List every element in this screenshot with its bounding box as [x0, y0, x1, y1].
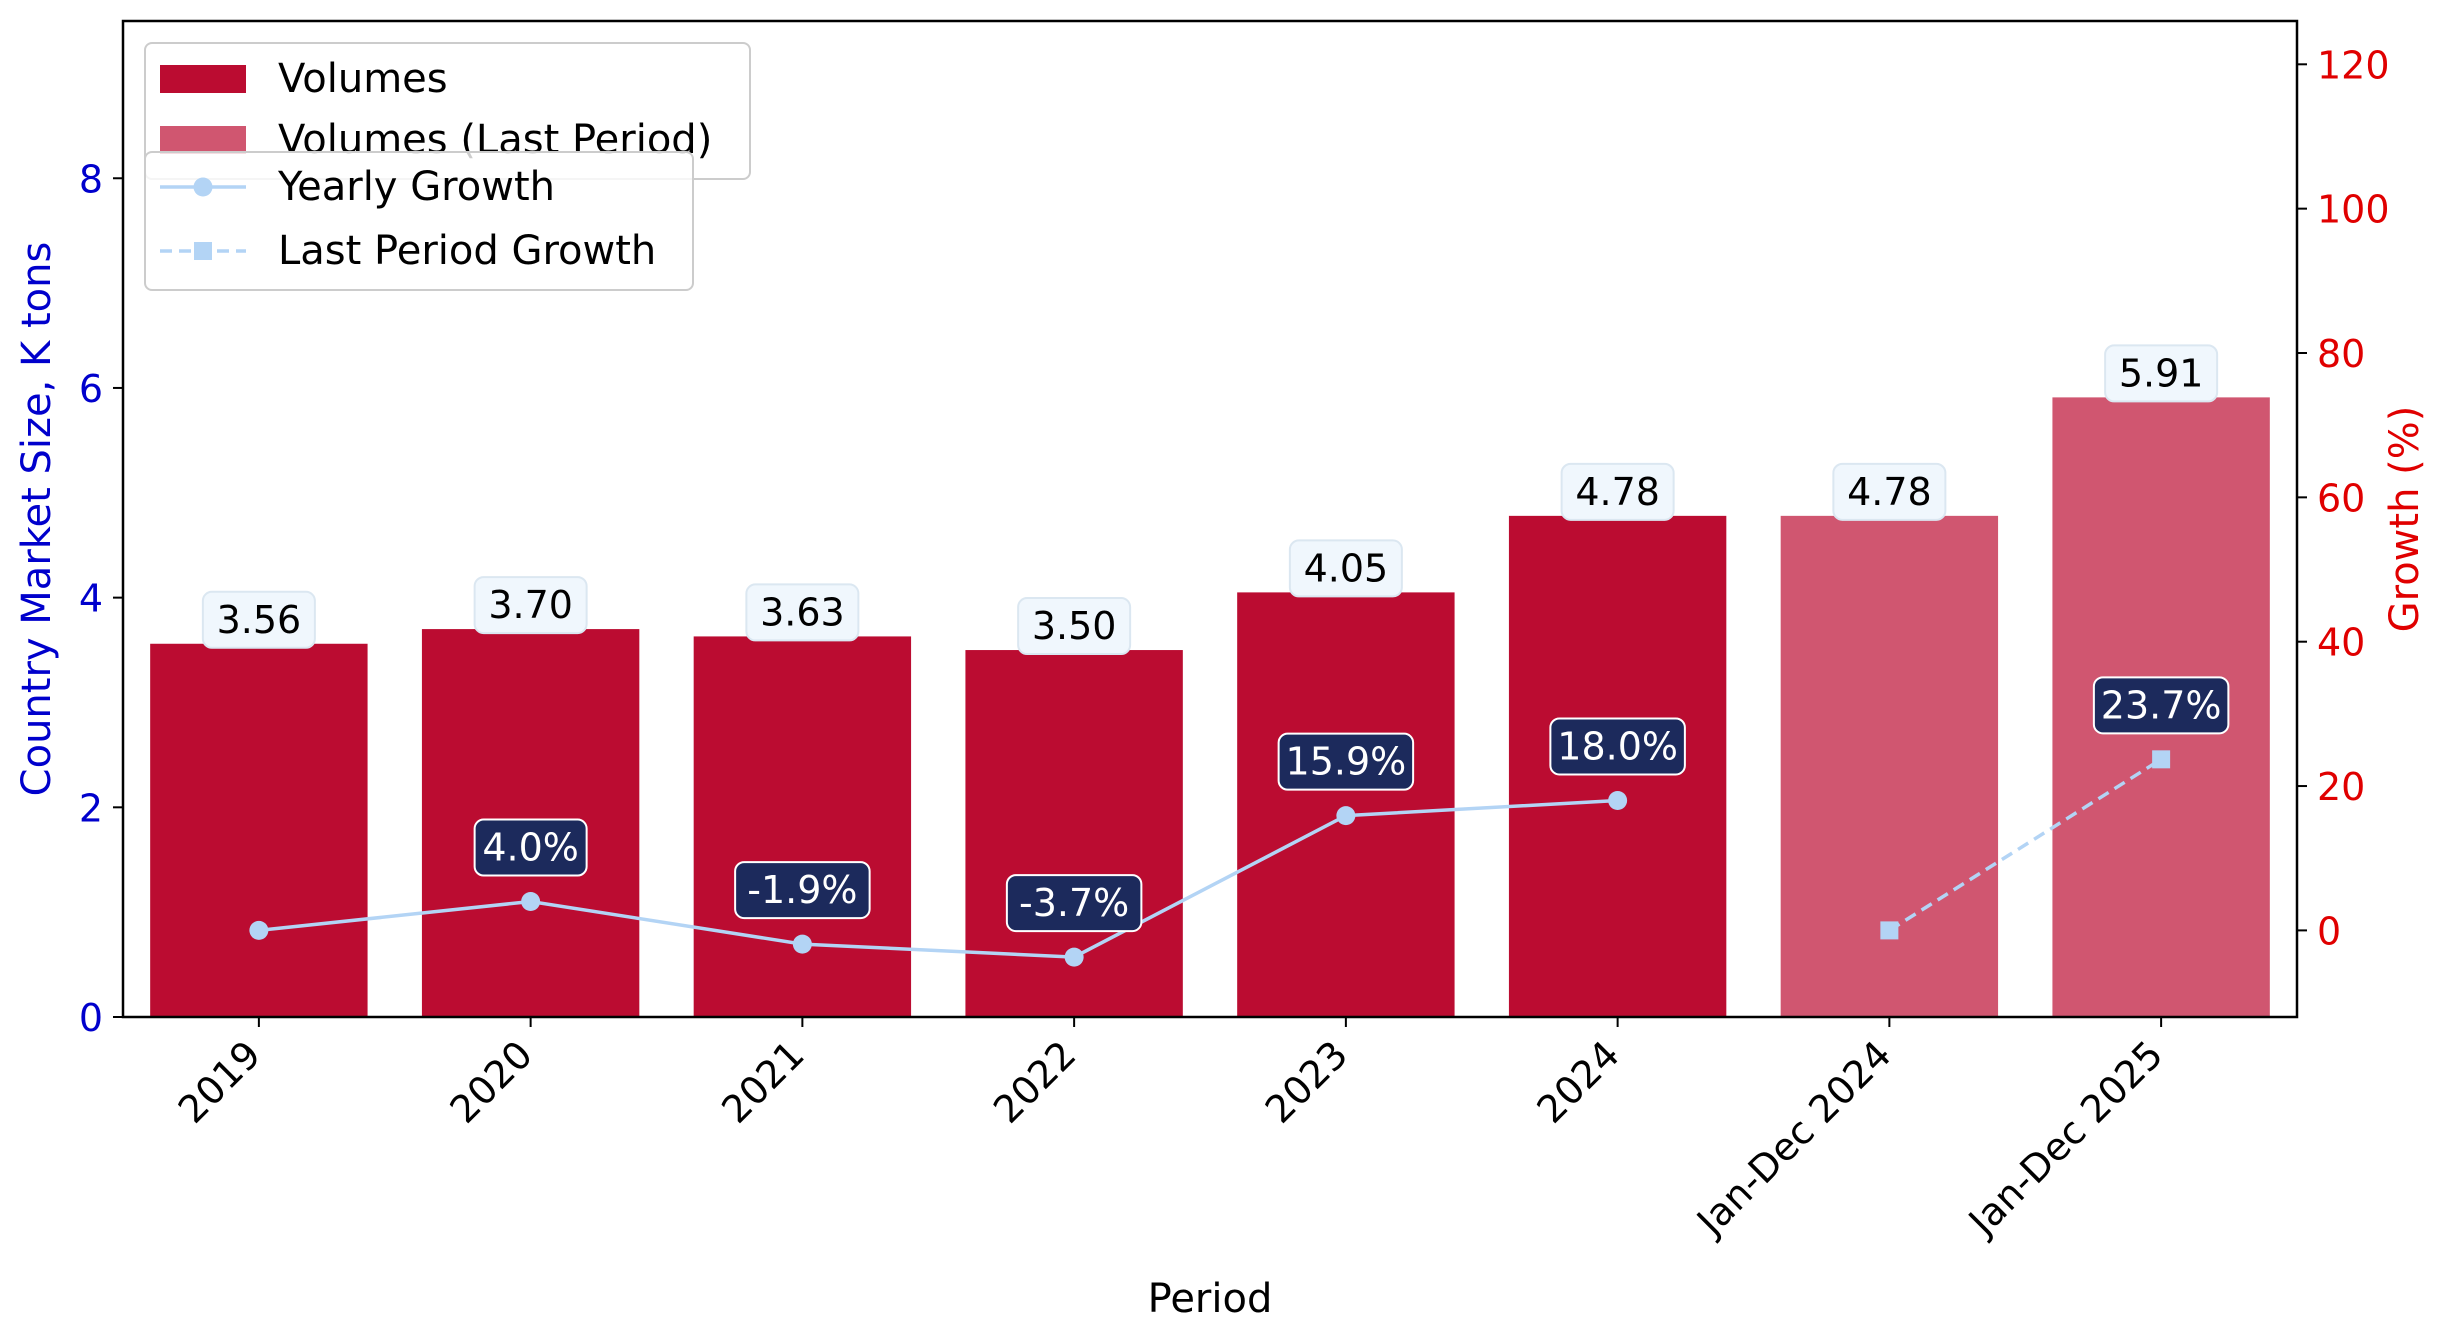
growth-value-label: 23.7% [2101, 683, 2222, 727]
growth-marker-circle [1336, 806, 1356, 826]
bar-value-label-box [473, 576, 588, 635]
bar-value-label-box [745, 583, 860, 642]
growth-line-2 [258, 798, 1618, 959]
y-tick-label: 6 [79, 367, 103, 411]
bar-value-label: 4.78 [1575, 470, 1660, 514]
growth-value-label-box [734, 861, 871, 920]
y2-tick-label: 20 [2317, 765, 2365, 809]
bar-2021 [693, 636, 912, 1017]
y-tick-label: 8 [79, 157, 103, 201]
bar-value-label-box [1832, 462, 1947, 521]
growth-value-label-box [1005, 874, 1143, 933]
legend-swatch-volumes [160, 65, 246, 93]
bars-layer [150, 397, 2270, 1017]
y2-tick-label: 40 [2317, 621, 2365, 665]
legend-swatch-volumes-last-period [160, 126, 246, 154]
growth-value-label-box [2092, 676, 2230, 735]
x-tick-label: 2023 [1257, 1032, 1357, 1132]
growth-value-label-box [1277, 732, 1415, 791]
x-tick-label: 2021 [713, 1032, 813, 1132]
x-tick-label: 2022 [985, 1032, 1085, 1132]
legend-label-last-period-growth: Last Period Growth [278, 228, 656, 274]
bar-value-label-box [1017, 597, 1132, 656]
x-tick-label: 2019 [170, 1032, 270, 1132]
y-tick-label: 2 [79, 786, 103, 830]
y-tick-label: 4 [79, 577, 103, 621]
growth-marker-circle [1064, 947, 1084, 967]
y2-tick-label: 100 [2317, 188, 2390, 232]
growth-marker-circle [1608, 790, 1628, 810]
growth-marker-square [2152, 750, 2171, 769]
x-tick-label: Jan-Dec 2025 [1959, 1032, 2172, 1245]
growth-marker-circle [521, 892, 541, 912]
bar-value-label-box [201, 590, 316, 649]
x-axis-title: Period [1148, 1276, 1273, 1322]
growth-value-label: 4.0% [482, 826, 579, 870]
bar-value-label: 4.05 [1304, 546, 1389, 590]
growth-value-label-box [1549, 717, 1686, 776]
y-tick-label: 0 [79, 996, 103, 1040]
legend-marker-last-period-growth [194, 242, 212, 260]
y2-axis-title: Growth (%) [2382, 406, 2428, 633]
bar-value-label-box [2104, 344, 2219, 403]
bar-2023 [1237, 592, 1455, 1017]
bar-value-label-box [1560, 462, 1675, 521]
y-axis-title: Country Market Size, K tons [14, 242, 60, 797]
growth-value-label: 18.0% [1557, 724, 1678, 768]
bar-value-label: 3.50 [1032, 604, 1117, 648]
x-tick-label: 2020 [441, 1032, 541, 1132]
plot-frame [121, 19, 2299, 1019]
growth-value-label: -1.9% [747, 868, 857, 912]
growth-line-3 [1888, 757, 2163, 932]
growth-value-label: 15.9% [1286, 740, 1407, 784]
bar-value-label: 3.56 [217, 598, 302, 642]
growth-marker-square [1880, 921, 1899, 940]
growth-marker-circle [792, 934, 812, 954]
legend-label-volumes: Volumes [278, 56, 448, 102]
y2-tick-label: 60 [2317, 476, 2365, 520]
growth-value-label-box [473, 818, 588, 877]
bar-value-label: 5.91 [2119, 351, 2204, 395]
legend-lines-frame [144, 151, 694, 291]
x-tick-label: 2024 [1528, 1032, 1628, 1132]
labels-layer: 3.56 3.70 3.63 3.50 4.05 4.78 4.78 5.91 4.0% -1.9… [201, 344, 2230, 933]
bar-value-label: 3.63 [760, 590, 845, 634]
lines-layer [249, 750, 2171, 967]
bar-2019 [150, 643, 368, 1017]
bar-jan-dec-2024 [1780, 515, 1999, 1017]
y2-tick-label: 0 [2317, 909, 2341, 953]
bar-value-label: 3.70 [488, 583, 573, 627]
x-tick-label: Jan-Dec 2024 [1687, 1032, 1900, 1245]
legend-marker-yearly-growth [193, 177, 213, 197]
y2-tick-label: 80 [2317, 332, 2365, 376]
y2-tick-label: 120 [2317, 43, 2390, 87]
bar-value-label: 4.78 [1847, 470, 1932, 514]
bar-value-label-box [1288, 539, 1403, 598]
growth-value-label: -3.7% [1019, 881, 1129, 925]
growth-marker-circle [249, 920, 269, 940]
legend-label-yearly-growth: Yearly Growth [277, 164, 555, 210]
